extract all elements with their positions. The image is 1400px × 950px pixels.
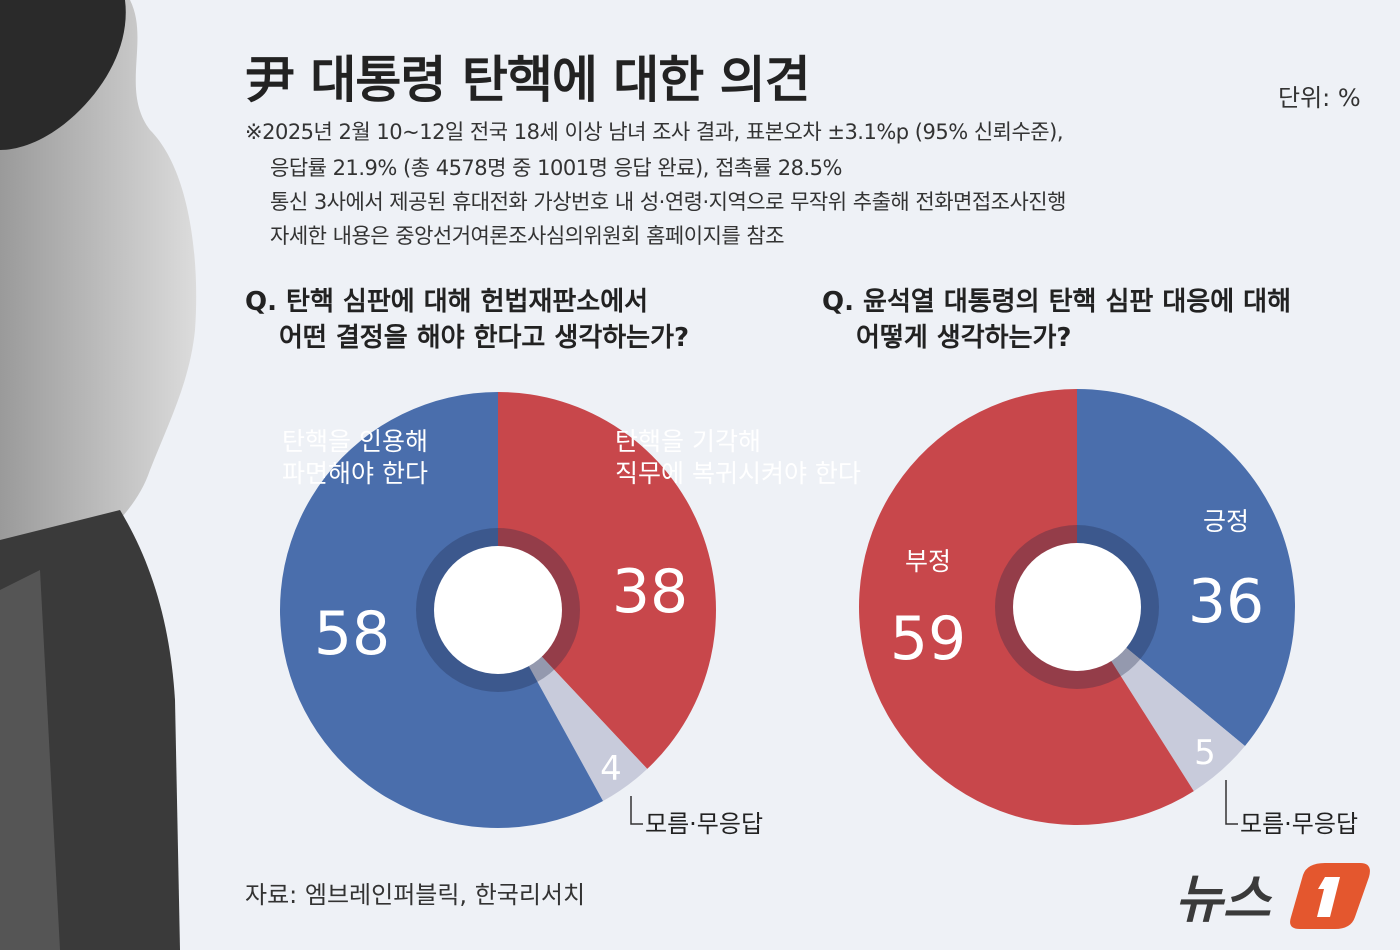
chart1-label-2: 탄핵을 인용해 bbox=[282, 427, 428, 456]
survey-note: 통신 3사에서 제공된 휴대전화 가상번호 내 성·연령·지역으로 무작위 추출… bbox=[270, 190, 1066, 214]
page-title: 尹 대통령 탄핵에 대한 의견 bbox=[245, 51, 811, 109]
chart2-value-2: 59 bbox=[890, 604, 966, 674]
question-2-line: 어떻게 생각하는가? bbox=[856, 323, 1072, 353]
question-2-line: Q. 윤석열 대통령의 탄핵 심판 대응에 대해 bbox=[822, 287, 1292, 317]
chart1-label-1: 모름·무응답 bbox=[645, 810, 763, 838]
president-photo bbox=[0, 0, 197, 950]
news1-logo: 뉴스 bbox=[1175, 863, 1370, 930]
chart1-value-0: 38 bbox=[612, 557, 688, 627]
chart1-value-1: 4 bbox=[600, 749, 622, 789]
question-2: Q. 윤석열 대통령의 탄핵 심판 대응에 대해 어떻게 생각하는가? bbox=[822, 284, 1291, 356]
chart1-label-0: 탄핵을 기각해 bbox=[615, 427, 761, 456]
chart2-leader-line bbox=[1225, 780, 1238, 825]
survey-note: ※2025년 2월 10~12일 전국 18세 이상 남녀 조사 결과, 표본오… bbox=[245, 120, 1064, 144]
question-1-line: Q. 탄핵 심판에 대해 헌법재판소에서 bbox=[245, 287, 649, 317]
chart1-hole bbox=[434, 546, 562, 674]
question-1-line: 어떤 결정을 해야 한다고 생각하는가? bbox=[279, 323, 690, 353]
chart2-slice-0 bbox=[1077, 389, 1296, 746]
chart2-label-2: 부정 bbox=[905, 547, 951, 576]
chart1-slice-0 bbox=[498, 392, 716, 769]
chart2-label-1: 모름·무응답 bbox=[1240, 810, 1358, 838]
chart2-value-1: 5 bbox=[1194, 733, 1216, 773]
svg-text:뉴스: 뉴스 bbox=[1175, 870, 1273, 930]
chart2-hole bbox=[1013, 543, 1141, 671]
question-1: Q. 탄핵 심판에 대해 헌법재판소에서 어떤 결정을 해야 한다고 생각하는가… bbox=[245, 284, 689, 356]
chart1-value-2: 58 bbox=[314, 599, 390, 669]
chart2-label-0: 긍정 bbox=[1203, 507, 1249, 536]
chart1-label-0: 직무에 복귀시켜야 한다 bbox=[615, 459, 861, 488]
unit-label: 단위: % bbox=[1278, 84, 1361, 112]
source-label: 자료: 엠브레인퍼블릭, 한국리서치 bbox=[245, 881, 586, 909]
chart2-value-0: 36 bbox=[1188, 567, 1264, 637]
chart1-leader-line bbox=[630, 796, 643, 825]
survey-note: 응답률 21.9% (총 4578명 중 1001명 응답 완료), 접촉률 2… bbox=[270, 156, 842, 180]
survey-note: 자세한 내용은 중앙선거여론조사심의위원회 홈페이지를 참조 bbox=[270, 224, 785, 248]
chart1-label-2: 파면해야 한다 bbox=[282, 459, 428, 488]
